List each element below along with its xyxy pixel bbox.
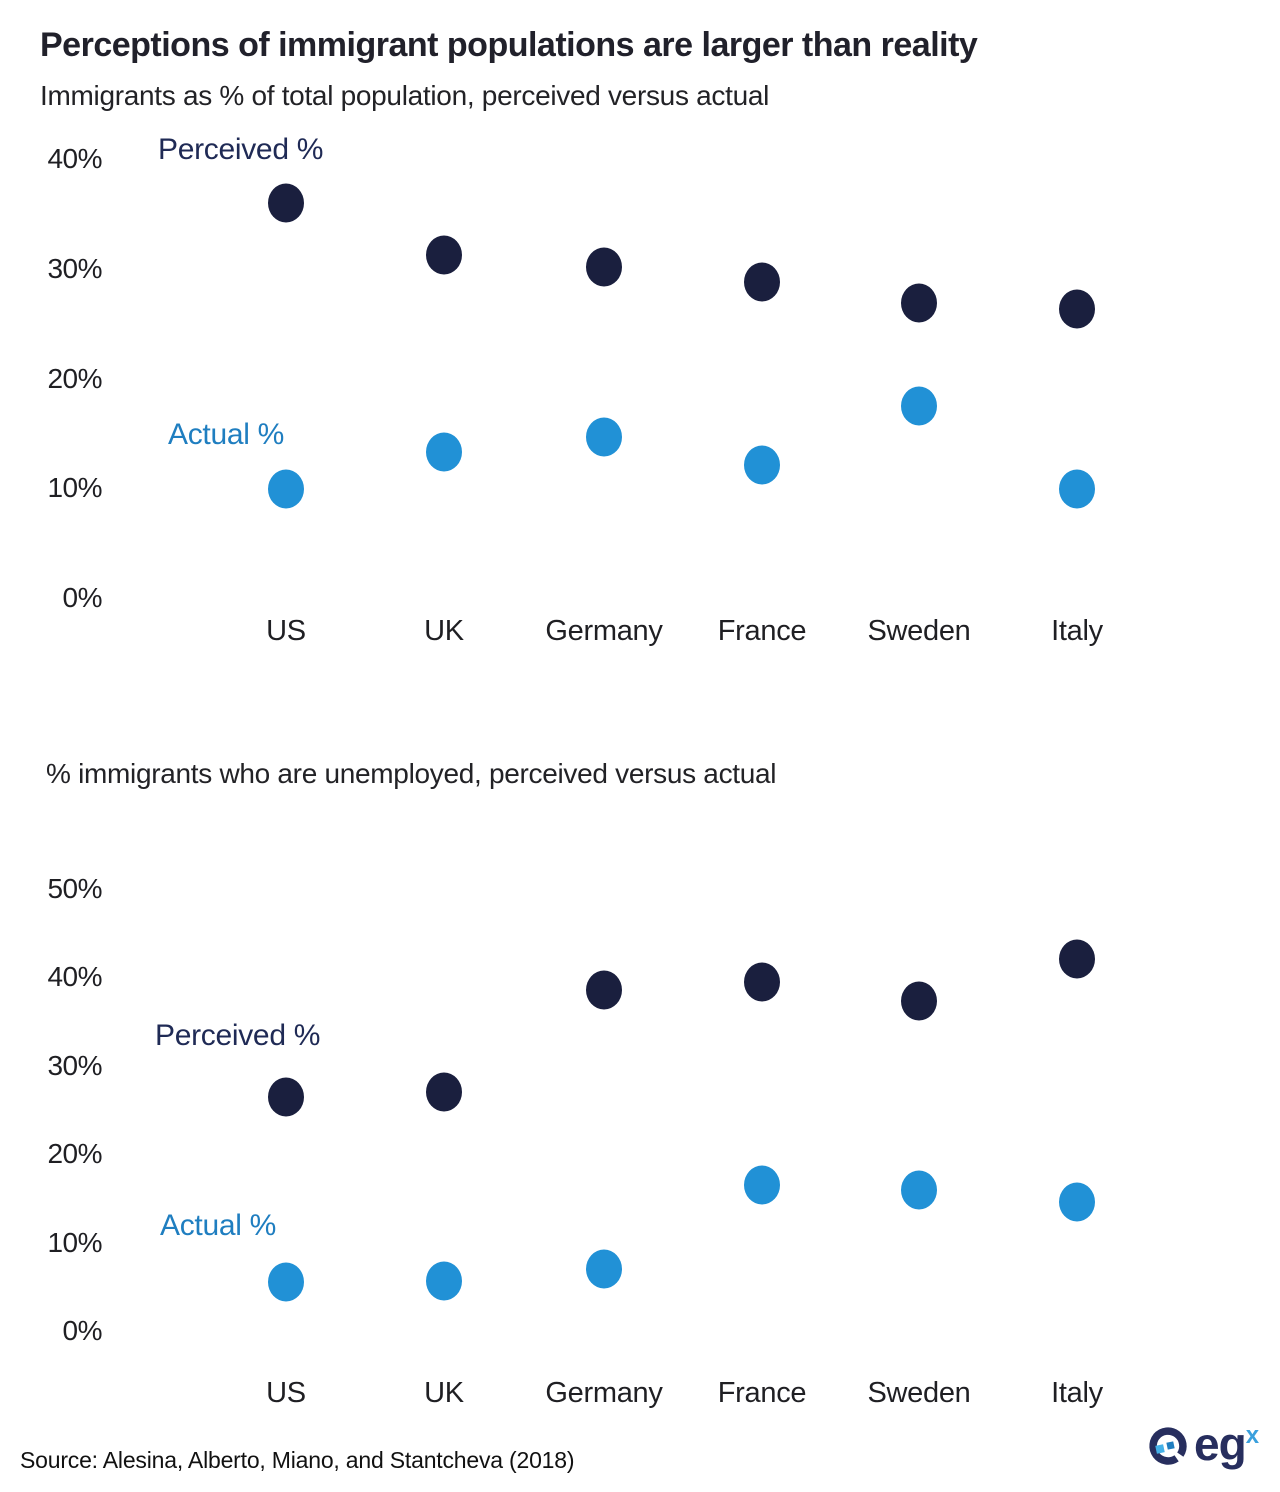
y-tick-label: 50% [47,872,102,904]
dot-perceived-sweden [901,283,937,323]
dot-perceived-france [744,962,780,1002]
dot-actual-germany [586,417,622,457]
dot-actual-sweden [901,386,937,426]
y-tick-label: 30% [47,252,102,284]
x-category-label-germany: Germany [545,1377,663,1409]
x-category-label-germany: Germany [545,615,663,647]
dot-actual-uk [426,432,462,472]
dot-perceived-france [744,262,780,302]
dot-actual-france [744,1165,780,1205]
dot-actual-us [268,1262,304,1302]
dot-perceived-italy [1059,939,1095,979]
dot-perceived-italy [1059,289,1095,329]
brand-logo-icon [1149,1427,1187,1465]
dot-actual-italy [1059,1182,1095,1222]
x-category-label-us: US [266,1377,306,1409]
y-tick-label: 10% [47,472,102,504]
dot-perceived-uk [426,235,462,275]
brand-logo-sup: x [1245,1422,1260,1449]
x-category-label-italy: Italy [1051,615,1103,647]
page-title: Perceptions of immigrant populations are… [40,26,978,64]
chart2-title: % immigrants who are unemployed, perceiv… [46,758,777,789]
x-category-label-france: France [717,1377,807,1409]
x-category-label-uk: UK [424,615,464,647]
x-category-label-italy: Italy [1051,1377,1103,1409]
dot-actual-uk [426,1261,462,1301]
dot-actual-sweden [901,1170,937,1210]
x-category-label-sweden: Sweden [867,1377,971,1409]
dot-perceived-us [268,1077,304,1117]
y-tick-label: 40% [47,961,102,992]
series-label-perceived: Perceived % [158,133,324,166]
brand-logo-text: eg [1194,1418,1247,1470]
series-label-perceived: Perceived % [155,1019,321,1052]
y-tick-label: 30% [47,1049,102,1081]
y-tick-label: 20% [47,362,102,394]
x-category-label-france: France [717,615,807,647]
chart1-title: Immigrants as % of total population, per… [40,80,770,111]
brand-logo: eg x [1146,1418,1260,1474]
dot-perceived-sweden [901,981,937,1021]
dot-perceived-germany [586,970,622,1009]
series-label-actual: Actual % [168,418,284,451]
source-note: Source: Alesina, Alberto, Miano, and Sta… [20,1447,575,1473]
dot-actual-france [744,445,780,485]
dot-perceived-germany [586,247,622,287]
y-tick-label: 0% [62,582,103,613]
dot-actual-italy [1059,469,1095,509]
y-tick-label: 20% [47,1138,102,1169]
x-category-label-uk: UK [424,1377,464,1409]
dot-actual-germany [586,1249,622,1289]
series-label-actual: Actual % [160,1209,276,1242]
y-tick-label: 10% [47,1226,102,1258]
y-tick-label: 40% [47,143,102,175]
dot-actual-us [268,469,304,509]
x-category-label-sweden: Sweden [867,615,971,647]
x-category-label-us: US [266,615,306,647]
dot-perceived-uk [426,1072,462,1112]
dot-perceived-us [268,183,304,223]
y-tick-label: 0% [62,1315,103,1346]
